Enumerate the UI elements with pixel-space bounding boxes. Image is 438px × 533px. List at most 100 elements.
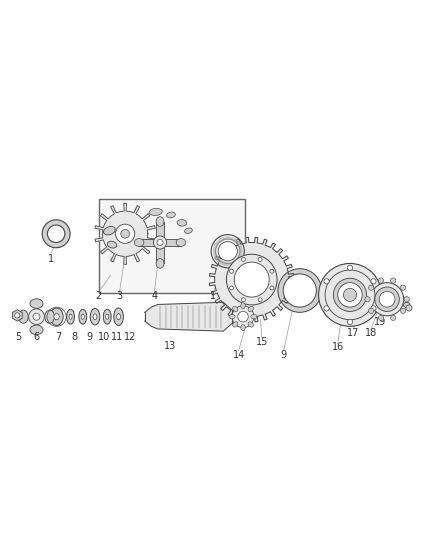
Text: 17: 17 <box>347 328 360 338</box>
Text: 5: 5 <box>15 332 21 342</box>
Ellipse shape <box>184 228 192 233</box>
Circle shape <box>400 308 406 313</box>
Circle shape <box>121 229 130 238</box>
Circle shape <box>404 297 410 302</box>
Ellipse shape <box>233 306 238 312</box>
Text: 9: 9 <box>281 350 287 360</box>
Ellipse shape <box>107 241 117 248</box>
Circle shape <box>116 224 135 244</box>
Circle shape <box>378 278 384 283</box>
Ellipse shape <box>18 310 28 323</box>
Polygon shape <box>145 302 232 331</box>
Polygon shape <box>160 239 181 246</box>
Circle shape <box>338 282 362 307</box>
Circle shape <box>347 319 353 325</box>
Text: 16: 16 <box>332 342 344 352</box>
Ellipse shape <box>229 314 235 319</box>
Circle shape <box>391 316 396 320</box>
Ellipse shape <box>114 308 124 326</box>
Ellipse shape <box>134 239 144 246</box>
Circle shape <box>375 287 399 311</box>
Circle shape <box>153 236 166 249</box>
Ellipse shape <box>103 227 115 235</box>
Ellipse shape <box>93 314 97 320</box>
Circle shape <box>369 285 374 290</box>
Text: 3: 3 <box>117 291 123 301</box>
Text: 15: 15 <box>256 337 268 346</box>
Circle shape <box>47 225 65 243</box>
Circle shape <box>14 313 20 318</box>
Polygon shape <box>95 203 155 264</box>
Ellipse shape <box>117 313 120 320</box>
Ellipse shape <box>103 309 111 324</box>
Circle shape <box>42 220 70 248</box>
Polygon shape <box>209 237 294 322</box>
Ellipse shape <box>45 310 54 323</box>
Circle shape <box>270 269 274 273</box>
Circle shape <box>28 309 44 325</box>
Text: 1: 1 <box>210 291 216 301</box>
Circle shape <box>218 241 237 261</box>
Text: 7: 7 <box>56 332 62 342</box>
Ellipse shape <box>156 217 164 227</box>
Circle shape <box>365 297 370 302</box>
Circle shape <box>391 278 396 283</box>
Ellipse shape <box>233 322 238 327</box>
Circle shape <box>230 286 233 290</box>
Circle shape <box>232 306 254 328</box>
Polygon shape <box>156 243 164 263</box>
Ellipse shape <box>106 314 109 319</box>
Circle shape <box>378 316 384 320</box>
Text: 6: 6 <box>33 332 39 342</box>
Text: 18: 18 <box>365 328 377 338</box>
Circle shape <box>238 311 248 322</box>
Circle shape <box>234 262 269 297</box>
Circle shape <box>318 263 381 326</box>
Circle shape <box>324 279 329 284</box>
Circle shape <box>226 254 277 305</box>
Text: 13: 13 <box>164 341 176 351</box>
Circle shape <box>400 285 406 290</box>
Circle shape <box>371 282 404 316</box>
Text: 10: 10 <box>98 332 110 342</box>
Circle shape <box>406 305 412 311</box>
Text: 4: 4 <box>151 291 157 301</box>
Ellipse shape <box>30 299 43 309</box>
Ellipse shape <box>30 325 43 335</box>
Circle shape <box>379 292 395 307</box>
Text: 1: 1 <box>48 254 54 264</box>
Ellipse shape <box>166 212 175 218</box>
Ellipse shape <box>403 302 410 308</box>
Circle shape <box>371 279 376 284</box>
Circle shape <box>325 270 375 320</box>
Polygon shape <box>156 222 164 243</box>
Ellipse shape <box>50 308 63 326</box>
Circle shape <box>278 269 321 312</box>
Ellipse shape <box>156 259 164 268</box>
Circle shape <box>369 308 374 313</box>
Circle shape <box>333 278 367 311</box>
Ellipse shape <box>79 309 87 324</box>
Circle shape <box>241 298 245 302</box>
Text: 9: 9 <box>86 332 92 342</box>
Circle shape <box>241 257 245 261</box>
Ellipse shape <box>248 306 254 312</box>
Ellipse shape <box>149 208 162 215</box>
Text: 11: 11 <box>111 332 124 342</box>
Ellipse shape <box>177 220 187 226</box>
Circle shape <box>283 274 316 307</box>
Ellipse shape <box>90 309 100 325</box>
Circle shape <box>343 288 357 302</box>
Text: 19: 19 <box>374 317 387 327</box>
Text: 14: 14 <box>233 350 245 360</box>
Circle shape <box>258 298 262 302</box>
Circle shape <box>371 306 376 311</box>
Text: 8: 8 <box>71 332 77 342</box>
Ellipse shape <box>69 314 72 319</box>
Ellipse shape <box>241 325 245 330</box>
Circle shape <box>324 306 329 311</box>
Ellipse shape <box>54 313 59 320</box>
Ellipse shape <box>241 303 245 309</box>
Ellipse shape <box>251 314 257 319</box>
Ellipse shape <box>248 322 254 327</box>
